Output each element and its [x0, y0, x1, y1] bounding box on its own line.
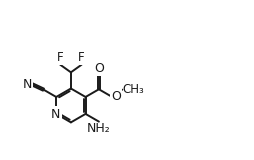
Text: F: F	[78, 51, 85, 64]
Text: F: F	[57, 51, 64, 64]
Text: O: O	[94, 62, 104, 75]
Text: NH₂: NH₂	[87, 122, 111, 135]
Text: O: O	[111, 90, 121, 103]
Text: CH₃: CH₃	[123, 83, 144, 96]
Text: N: N	[23, 78, 32, 91]
Text: N: N	[51, 108, 60, 121]
